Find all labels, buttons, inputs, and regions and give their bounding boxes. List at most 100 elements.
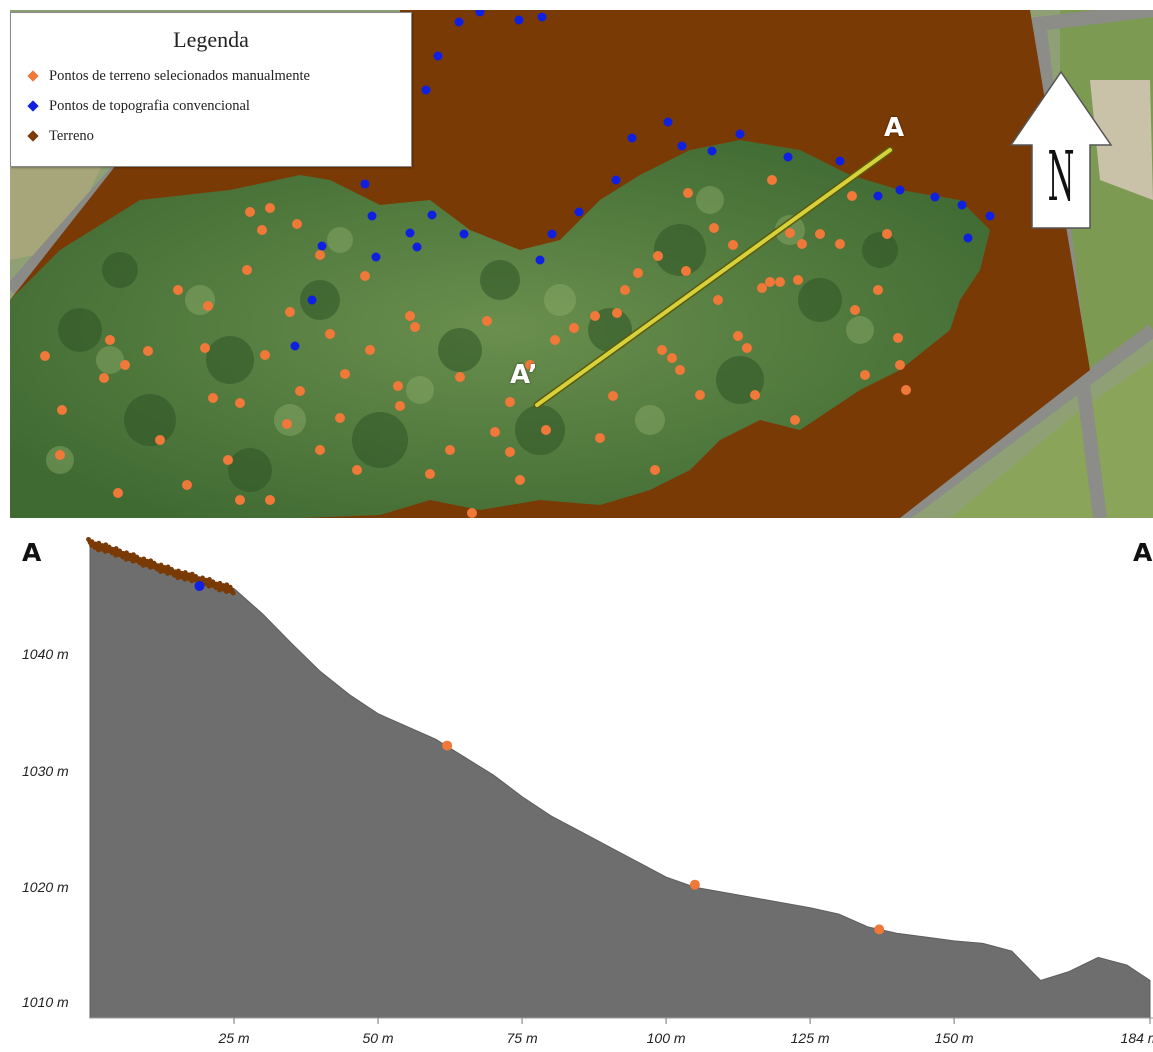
manual-terrain-point — [120, 360, 130, 370]
section-start-label: A — [884, 113, 905, 143]
manual-terrain-point — [482, 316, 492, 326]
manual-terrain-point — [203, 301, 213, 311]
manual-terrain-point — [467, 508, 477, 518]
manual-terrain-point — [633, 268, 643, 278]
topography-point — [783, 152, 793, 162]
manual-terrain-point — [657, 345, 667, 355]
manual-terrain-point — [405, 311, 415, 321]
manual-terrain-point — [550, 335, 560, 345]
topography-point — [535, 255, 545, 265]
legend-label: Pontos de topografia convencional — [49, 97, 250, 114]
topography-point — [930, 192, 940, 202]
manual-terrain-point — [895, 360, 905, 370]
orange-diamond-icon — [27, 70, 39, 82]
topography-point — [735, 129, 745, 139]
topography-point — [360, 179, 370, 189]
manual-terrain-point — [750, 390, 760, 400]
topography-point — [307, 295, 317, 305]
manual-terrain-point — [257, 225, 267, 235]
manual-terrain-point — [182, 480, 192, 490]
manual-terrain-point — [113, 488, 123, 498]
topography-point — [290, 341, 300, 351]
manual-terrain-point — [590, 311, 600, 321]
manual-terrain-point — [352, 465, 362, 475]
x-tick-label: 50 m — [362, 1030, 394, 1046]
manual-terrain-point — [835, 239, 845, 249]
manual-terrain-point — [653, 251, 663, 261]
map-legend: Legenda Pontos de terreno selecionados m… — [10, 12, 412, 167]
topography-point — [873, 191, 883, 201]
manual-terrain-point — [223, 455, 233, 465]
topography-point — [627, 133, 637, 143]
legend-item-manual-points: Pontos de terreno selecionados manualmen… — [11, 61, 411, 91]
manual-terrain-point — [713, 295, 723, 305]
manual-terrain-point — [505, 397, 515, 407]
y-tick-label: 1020 m — [22, 879, 69, 895]
manual-terrain-point — [365, 345, 375, 355]
manual-terrain-point — [242, 265, 252, 275]
manual-terrain-point — [728, 240, 738, 250]
legend-label: Terreno — [49, 127, 94, 144]
topography-point — [367, 211, 377, 221]
bare-soil-left — [10, 150, 110, 260]
north-label: N — [1047, 138, 1075, 217]
manual-terrain-point — [490, 427, 500, 437]
topography-point — [475, 10, 485, 17]
manual-terrain-point — [901, 385, 911, 395]
x-tick-label: 25 m — [218, 1030, 250, 1046]
manual-terrain-point — [200, 343, 210, 353]
x-tick-label: 75 m — [506, 1030, 538, 1046]
surface-point — [230, 590, 236, 596]
manual-terrain-point — [57, 405, 67, 415]
topography-point — [459, 229, 469, 239]
profile-left-label: A — [22, 538, 42, 567]
blue-diamond-icon — [27, 100, 39, 112]
x-tick-label: 150 m — [934, 1030, 974, 1046]
manual-terrain-point — [315, 445, 325, 455]
manual-terrain-point — [785, 228, 795, 238]
manual-terrain-point — [873, 285, 883, 295]
manual-terrain-point — [335, 413, 345, 423]
topography-point — [412, 242, 422, 252]
manual-terrain-point — [393, 381, 403, 391]
section-end-label: A’ — [510, 360, 538, 390]
manual-terrain-point — [790, 415, 800, 425]
manual-terrain-point — [675, 365, 685, 375]
topography-point — [895, 185, 905, 195]
topography-point — [677, 141, 687, 151]
topography-point — [454, 17, 464, 27]
manual-terrain-point — [815, 229, 825, 239]
y-tick-label: 1040 m — [22, 646, 69, 662]
ground-area — [89, 540, 1151, 1019]
x-tick-label: 184 m — [1120, 1030, 1153, 1046]
legend-title: Legenda — [173, 27, 249, 52]
manual-terrain-point — [340, 369, 350, 379]
manual-terrain-point — [765, 277, 775, 287]
profile-topography-point — [194, 581, 205, 592]
manual-terrain-point — [850, 305, 860, 315]
manual-terrain-point — [55, 450, 65, 460]
topography-point — [611, 175, 621, 185]
manual-terrain-point — [733, 331, 743, 341]
manual-terrain-point — [235, 495, 245, 505]
topography-point — [514, 15, 524, 25]
manual-terrain-point — [595, 433, 605, 443]
manual-terrain-point — [265, 495, 275, 505]
section-line-fill — [535, 148, 892, 407]
topography-point — [707, 146, 717, 156]
manual-terrain-point — [235, 398, 245, 408]
topography-point — [663, 117, 673, 127]
manual-terrain-point — [445, 445, 455, 455]
profile-points — [194, 581, 885, 935]
road — [1029, 10, 1153, 32]
manual-terrain-point — [360, 271, 370, 281]
profile-manual-point — [689, 879, 700, 890]
manual-terrain-point — [650, 465, 660, 475]
manual-terrain-point — [245, 207, 255, 217]
manual-terrain-point — [525, 360, 535, 370]
topography-point — [427, 210, 437, 220]
manual-terrain-point — [683, 188, 693, 198]
manual-terrain-point — [40, 351, 50, 361]
topography-point — [433, 51, 443, 61]
manual-terrain-point — [292, 219, 302, 229]
